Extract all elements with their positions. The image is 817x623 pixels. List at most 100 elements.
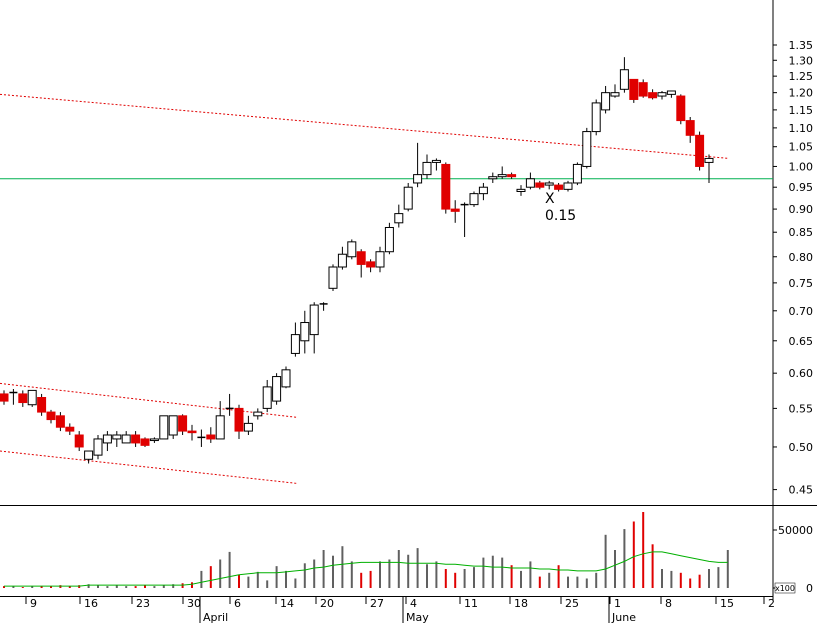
candle-body bbox=[563, 182, 573, 190]
candle-body bbox=[243, 422, 253, 432]
candle-body bbox=[281, 369, 291, 388]
price-tick-label: 0.70 bbox=[789, 305, 814, 318]
candle-body bbox=[84, 450, 94, 460]
candle bbox=[469, 191, 479, 207]
candle-body bbox=[178, 415, 188, 432]
candle bbox=[441, 162, 451, 214]
chart-frame bbox=[0, 0, 817, 600]
date-tick-label: 14 bbox=[280, 597, 294, 610]
candle bbox=[676, 94, 686, 125]
candle bbox=[84, 450, 94, 464]
candle-body bbox=[629, 78, 639, 100]
candle-body bbox=[450, 208, 460, 212]
candle-body bbox=[525, 178, 535, 188]
candle bbox=[629, 78, 639, 103]
candle bbox=[601, 85, 611, 114]
candle-body bbox=[507, 174, 517, 178]
candle-body bbox=[638, 82, 648, 97]
candle bbox=[572, 162, 582, 186]
price-tick-label: 0.90 bbox=[789, 203, 814, 216]
candle-body bbox=[234, 407, 244, 432]
candle-body bbox=[431, 159, 441, 163]
candle-body bbox=[413, 174, 423, 184]
candle-body bbox=[704, 157, 714, 163]
date-tick-label: 16 bbox=[84, 597, 98, 610]
candle bbox=[290, 322, 300, 357]
candle bbox=[0, 390, 9, 405]
candle-body bbox=[309, 304, 319, 336]
volume-axis: 50000 0 x100 bbox=[773, 524, 813, 595]
candle bbox=[112, 431, 122, 447]
candle bbox=[37, 393, 47, 416]
candle bbox=[375, 246, 385, 273]
volume-scale-label: x100 bbox=[775, 584, 795, 593]
date-tick-label: 23 bbox=[136, 597, 150, 610]
candle bbox=[319, 302, 328, 311]
date-tick-label: 20 bbox=[320, 597, 334, 610]
price-tick-label: 0.80 bbox=[789, 251, 814, 264]
trend-line-2 bbox=[0, 382, 297, 418]
candle bbox=[215, 401, 225, 440]
candle-body bbox=[187, 430, 197, 434]
annotation-line-1: X bbox=[545, 191, 555, 207]
candle-body bbox=[366, 261, 376, 268]
candle-body bbox=[572, 163, 582, 184]
price-tick-label: 0.65 bbox=[789, 335, 814, 348]
candle-body bbox=[394, 213, 404, 224]
candle-body bbox=[535, 182, 545, 188]
candle bbox=[497, 166, 507, 179]
candle-body bbox=[554, 184, 564, 190]
candle bbox=[272, 373, 282, 405]
candle bbox=[74, 431, 84, 452]
candle bbox=[450, 200, 460, 223]
trend-lines bbox=[0, 93, 730, 484]
candle bbox=[394, 204, 404, 228]
annotation-line-2: 0.15 bbox=[545, 208, 576, 224]
price-tick-label: 0.55 bbox=[789, 402, 814, 415]
candle bbox=[610, 84, 620, 98]
price-tick-label: 1.35 bbox=[789, 39, 814, 52]
candle-body bbox=[290, 334, 300, 354]
candle bbox=[168, 415, 178, 439]
candle bbox=[197, 429, 206, 447]
candle bbox=[704, 154, 714, 183]
price-tick-label: 1.25 bbox=[789, 70, 814, 83]
volume-scale-box bbox=[774, 582, 796, 594]
candle-body bbox=[441, 163, 451, 210]
candle bbox=[695, 131, 705, 171]
candle-body bbox=[516, 188, 526, 192]
candle bbox=[328, 264, 338, 292]
candle bbox=[619, 57, 629, 93]
date-tick-label: 15 bbox=[720, 597, 734, 610]
candle-body bbox=[253, 411, 263, 417]
candle bbox=[55, 412, 65, 432]
candle-body bbox=[657, 92, 667, 97]
candle-body bbox=[112, 434, 122, 440]
candle bbox=[281, 366, 291, 389]
candle bbox=[262, 379, 272, 413]
candlestick-series bbox=[0, 57, 714, 464]
candle bbox=[46, 409, 56, 424]
date-tick-label: 27 bbox=[370, 597, 384, 610]
candle bbox=[309, 302, 319, 354]
price-axis: 0.45 0.50 0.55 0.60 0.65 0.70 0.75 0.80 0.85 0.90… bbox=[773, 39, 813, 497]
candle bbox=[431, 158, 441, 171]
candle-body bbox=[131, 434, 141, 444]
candle bbox=[582, 127, 592, 169]
candle bbox=[488, 172, 498, 183]
volume-tick-label: 50000 bbox=[778, 524, 813, 537]
candle bbox=[337, 246, 347, 270]
candle bbox=[243, 415, 253, 435]
candle-body bbox=[619, 69, 629, 90]
volume-tick-label: 0 bbox=[806, 582, 813, 595]
candle-body bbox=[469, 193, 479, 206]
candle bbox=[206, 427, 216, 443]
candle-body bbox=[121, 434, 131, 444]
candle bbox=[121, 431, 131, 444]
candle bbox=[516, 185, 526, 196]
date-tick-label: 8 bbox=[665, 597, 672, 610]
candle bbox=[460, 202, 469, 238]
date-tick-label: 4 bbox=[410, 597, 417, 610]
candle-body bbox=[337, 253, 347, 268]
candle bbox=[366, 259, 376, 273]
